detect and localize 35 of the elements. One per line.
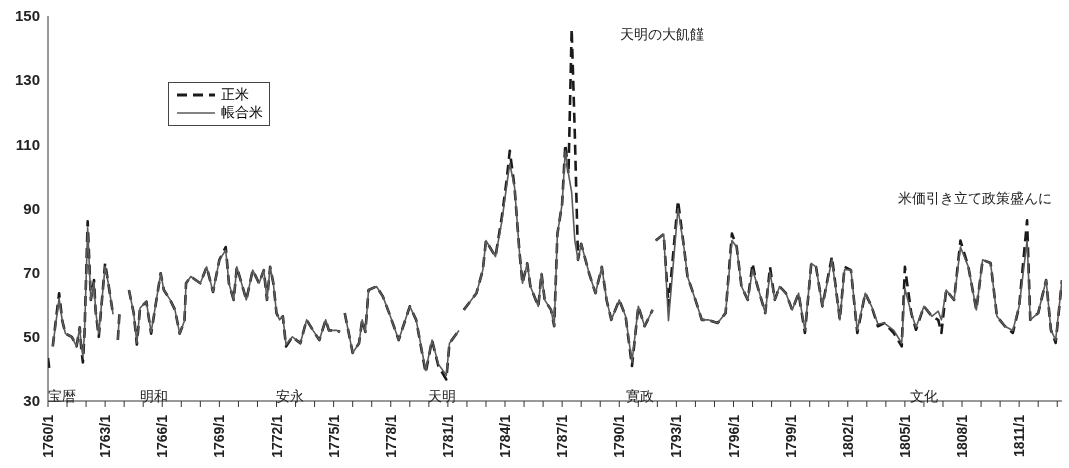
x-tick-label: 1781/1 (439, 414, 456, 458)
y-tick-label: 50 (23, 328, 40, 346)
x-tick-label: 1787/1 (554, 414, 571, 458)
annotation: 米価引き立て政策盛んに (898, 190, 1052, 208)
x-tick-label: 1805/1 (896, 414, 913, 458)
legend-label: 帳合米 (221, 104, 263, 122)
x-tick-label: 1769/1 (211, 414, 228, 458)
y-tick-label: 150 (14, 7, 40, 25)
annotation: 天明の大飢饉 (620, 26, 704, 44)
x-tick-label: 1763/1 (97, 414, 114, 458)
x-tick-label: 1793/1 (668, 414, 685, 458)
x-tick-label: 1778/1 (382, 414, 399, 458)
x-tick-label: 1760/1 (40, 414, 56, 458)
x-tick-label: 1775/1 (325, 414, 342, 458)
x-tick-label: 1784/1 (497, 414, 514, 458)
legend-label: 正米 (221, 86, 249, 104)
y-tick-label: 70 (23, 263, 40, 281)
x-tick-label: 1799/1 (782, 414, 799, 458)
annotation: 宝暦 (48, 388, 76, 406)
x-tick-label: 1772/1 (268, 414, 285, 458)
annotation: 天明 (428, 388, 456, 406)
x-tick-label: 1790/1 (611, 414, 628, 458)
x-tick-label: 1808/1 (954, 414, 971, 458)
annotation: 文化 (910, 388, 938, 406)
y-tick-label: 110 (15, 135, 40, 153)
annotation: 明和 (140, 388, 168, 406)
y-tick-label: 90 (23, 199, 40, 217)
annotation: 寛政 (626, 388, 654, 406)
y-tick-label: 30 (23, 392, 40, 410)
x-tick-label: 1796/1 (725, 414, 742, 458)
annotation: 安永 (276, 388, 304, 406)
x-tick-label: 1802/1 (839, 414, 856, 458)
x-tick-label: 1766/1 (154, 414, 171, 458)
x-tick-label: 1811/1 (1011, 414, 1028, 458)
y-tick-label: 130 (14, 71, 40, 89)
